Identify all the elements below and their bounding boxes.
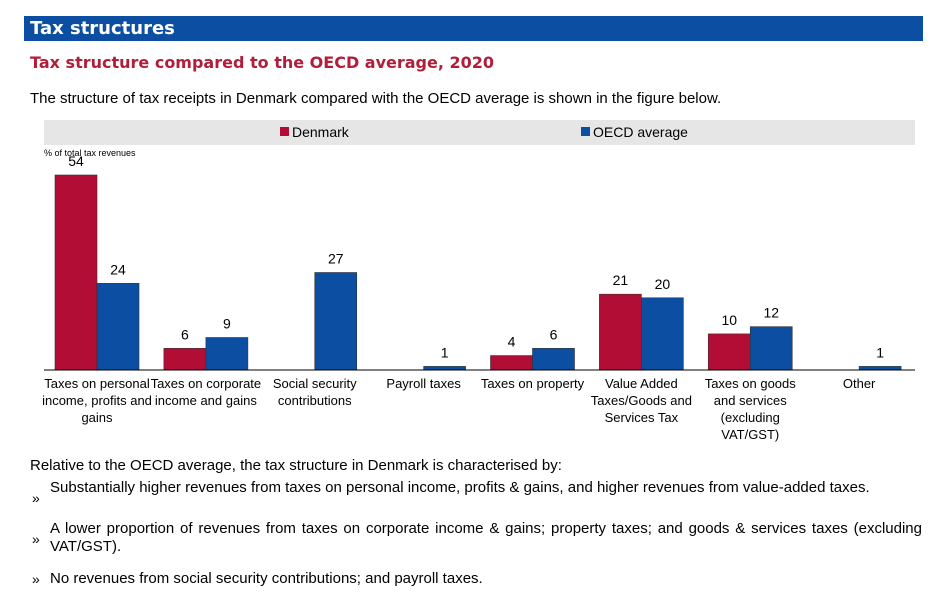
bullet-mark: » — [32, 490, 40, 506]
category-label-4: Payroll taxes — [386, 376, 461, 391]
bullet-mark: » — [32, 571, 40, 587]
data-label-denmark-1: 54 — [68, 153, 84, 169]
bar-chart: Denmark OECD average % of total tax reve… — [42, 120, 915, 442]
legend-label-denmark: Denmark — [292, 124, 350, 140]
data-label-denmark-2: 6 — [181, 326, 189, 342]
summary-lead: Relative to the OECD average, the tax st… — [30, 457, 562, 474]
bar-denmark-6 — [599, 293, 642, 371]
category-label-3: contributions — [278, 393, 352, 408]
category-label-6: Value Added — [605, 376, 678, 391]
data-label-oecd-6: 20 — [655, 276, 671, 292]
category-label-2: Taxes on corporate — [151, 376, 262, 391]
category-label-1: gains — [81, 410, 113, 425]
category-label-2: income and gains — [155, 393, 257, 408]
category-label-8: Other — [843, 376, 876, 391]
section-title: Tax structures — [24, 16, 923, 41]
data-label-denmark-6: 21 — [613, 272, 629, 288]
legend-swatch-denmark — [280, 127, 289, 136]
data-label-oecd-7: 12 — [763, 305, 779, 321]
summary-bullet-text: No revenues from social security contrib… — [50, 570, 483, 587]
bar-denmark-5 — [490, 355, 533, 371]
category-label-7: Taxes on goods — [705, 376, 797, 391]
figure-title: Tax structure compared to the OECD avera… — [30, 53, 495, 72]
data-label-oecd-8: 1 — [876, 344, 884, 360]
category-label-6: Services Tax — [605, 410, 679, 425]
data-label-denmark-7: 10 — [721, 312, 737, 328]
bar-denmark-7 — [707, 333, 751, 371]
legend-swatch-oecd — [581, 127, 590, 136]
summary-bullet-3: » No revenues from social security contr… — [30, 570, 922, 588]
category-label-5: Taxes on property — [481, 376, 585, 391]
summary-bullet-1: » Substantially higher revenues from tax… — [30, 479, 922, 506]
category-label-1: income, profits and — [42, 393, 152, 408]
data-label-oecd-2: 9 — [223, 316, 231, 332]
data-label-denmark-5: 4 — [508, 334, 516, 350]
summary-bullet-text: A lower proportion of revenues from taxe… — [50, 520, 922, 555]
bar-oecd-5 — [532, 348, 575, 371]
category-label-3: Social security — [273, 376, 357, 391]
legend-background — [44, 120, 915, 145]
category-label-7: VAT/GST) — [721, 427, 779, 442]
bar-oecd-7 — [749, 326, 793, 371]
data-label-oecd-1: 24 — [110, 261, 126, 277]
bar-denmark-2 — [163, 348, 207, 371]
y-axis-label: % of total tax revenues — [44, 148, 136, 158]
figure-intro: The structure of tax receipts in Denmark… — [30, 90, 722, 107]
data-label-oecd-4: 1 — [441, 344, 449, 360]
summary-bullet-text: Substantially higher revenues from taxes… — [50, 479, 870, 496]
bar-oecd-3 — [314, 272, 358, 371]
data-label-oecd-5: 6 — [550, 326, 558, 342]
category-label-7: and services — [714, 393, 787, 408]
category-label-6: Taxes/Goods and — [591, 393, 692, 408]
category-label-7: (excluding — [721, 410, 780, 425]
bar-oecd-6 — [641, 297, 684, 371]
bullet-mark: » — [32, 531, 40, 547]
bar-denmark-1 — [54, 174, 98, 371]
category-label-1: Taxes on personal — [44, 376, 150, 391]
bar-oecd-8 — [858, 366, 902, 371]
bar-oecd-4 — [423, 366, 466, 371]
summary-bullet-2: » A lower proportion of revenues from ta… — [30, 520, 922, 556]
bar-oecd-2 — [205, 337, 249, 371]
bar-oecd-1 — [96, 283, 140, 371]
legend-label-oecd: OECD average — [593, 124, 688, 140]
data-label-oecd-3: 27 — [328, 251, 344, 267]
